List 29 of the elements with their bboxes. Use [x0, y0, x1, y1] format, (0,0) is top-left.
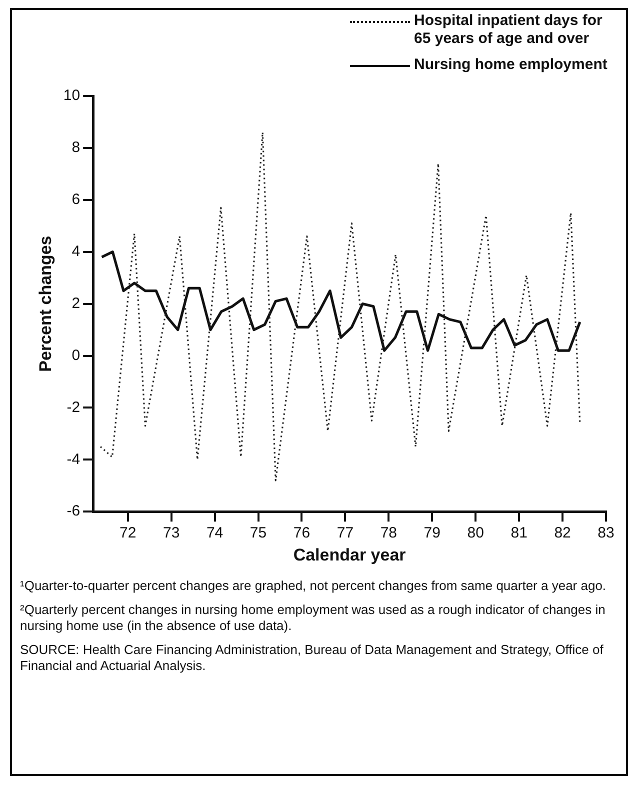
- y-tick-label: 10: [63, 87, 80, 104]
- legend-label: Nursing home employment: [414, 56, 608, 74]
- line-series: [100, 132, 581, 482]
- x-tick-label: 76: [293, 524, 310, 542]
- y-tick-label: -4: [66, 450, 80, 468]
- legend-label: Hospital inpatient days for 65 years of age and over: [414, 12, 604, 48]
- y-axis-title: Percent changes: [36, 236, 55, 372]
- text: ¹Quarter-to-quarter percent changes are graphed, not percent changes from same quarter a year ago.: [20, 578, 608, 594]
- x-tick-label: 82: [554, 524, 571, 542]
- x-axis-title: Calendar year: [293, 545, 406, 564]
- y-tick-label: 0: [72, 346, 80, 364]
- y-tick-label: -6: [66, 502, 80, 520]
- y-tick-label: 2: [72, 294, 80, 312]
- y-tick-label: 6: [72, 191, 80, 208]
- x-tick-label: 77: [336, 524, 354, 542]
- x-tick-label: 72: [120, 524, 136, 542]
- y-tick-label: 4: [72, 242, 80, 260]
- x-tick-label: 73: [162, 524, 180, 542]
- x-tick-label: 78: [380, 524, 398, 542]
- x-tick-label: 83: [598, 524, 614, 542]
- y-tick-label: 8: [72, 139, 80, 156]
- x-tick-label: 79: [424, 524, 440, 542]
- text: ²Quarterly percent changes in nursing home employment was used as a rough indicator of changes in nursing home use (in the absence of use data).: [20, 602, 606, 634]
- x-tick-label: 75: [250, 524, 267, 542]
- x-tick-label: 74: [206, 524, 224, 542]
- source-note: SOURCE: Health Care Financing Administration, Bureau of Data Management and Strategy, Office of Financial and Actuarial Analysis.: [20, 642, 604, 674]
- x-tick-label: 81: [510, 524, 528, 542]
- x-tick-label: 80: [467, 524, 484, 542]
- y-tick-label: -2: [66, 398, 80, 416]
